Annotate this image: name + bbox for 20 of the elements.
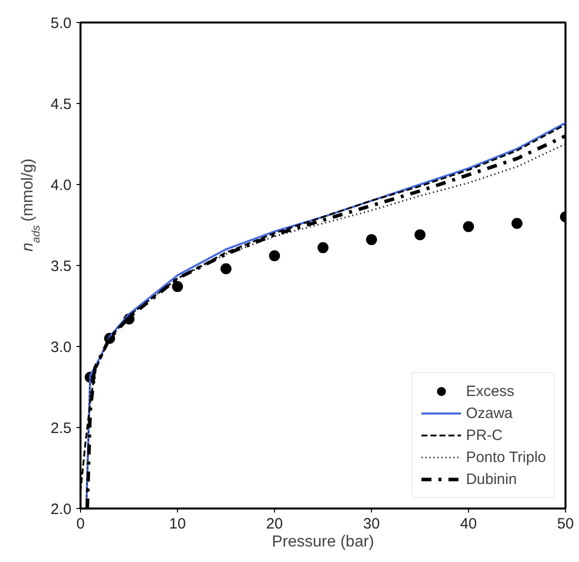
legend-label: Excess bbox=[466, 382, 514, 400]
y-tick-label: 5.0 bbox=[50, 15, 72, 32]
legend-label: Ozawa bbox=[466, 404, 513, 422]
y-tick-label: 2.5 bbox=[50, 420, 72, 437]
y-tick-label: 4.0 bbox=[50, 177, 72, 194]
y-tick-label: 2.0 bbox=[50, 501, 72, 518]
x-tick-label: 30 bbox=[363, 516, 380, 532]
legend-label: PR-C bbox=[466, 426, 503, 444]
legend-label: Ponto Triplo bbox=[466, 448, 546, 466]
x-tick-label: 40 bbox=[460, 516, 477, 532]
y-tick-label: 3.5 bbox=[50, 258, 72, 275]
x-axis-title: Pressure (bar) bbox=[272, 534, 374, 550]
x-tick-label: 10 bbox=[169, 516, 186, 532]
x-tick-label: 50 bbox=[557, 516, 574, 532]
y-tick-label: 3.0 bbox=[50, 339, 72, 356]
y-axis-title: nads (mmol/g) bbox=[20, 158, 42, 252]
y-tick-label: 4.5 bbox=[50, 96, 72, 113]
x-tick-label: 0 bbox=[76, 516, 85, 532]
legend-label: Dubinin bbox=[466, 470, 517, 488]
x-tick-label: 20 bbox=[266, 516, 283, 532]
